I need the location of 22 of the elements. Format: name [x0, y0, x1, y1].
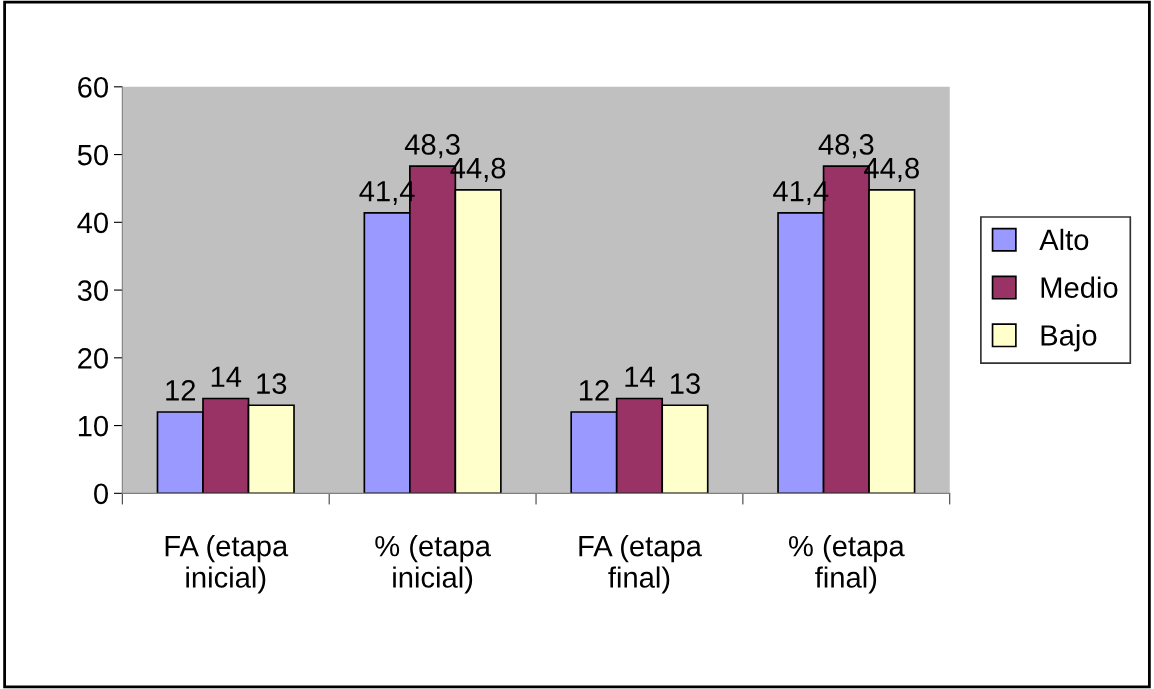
data-label: 14: [211, 366, 242, 387]
legend-label: Bajo: [1041, 324, 1097, 352]
x-tick-label: FA (etapa final): [579, 534, 702, 594]
legend-label: Alto: [1039, 228, 1089, 251]
y-tick-label: 10: [78, 415, 108, 437]
x-tick-label: % (etapa inicial): [375, 534, 491, 594]
x-tick-label: FA (etapa inicial): [165, 534, 289, 594]
y-tick-label: 60: [78, 77, 108, 98]
data-label: 12: [166, 380, 195, 401]
data-label: 14: [625, 366, 655, 387]
data-label: 48,3: [404, 134, 460, 159]
y-tick-label: 40: [77, 212, 108, 234]
data-label: 12: [579, 380, 609, 401]
data-label: 48,3: [818, 134, 874, 159]
y-tick-label: 30: [77, 280, 108, 301]
legend-label: Medio: [1041, 276, 1118, 298]
x-tick-label: % (etapa final): [788, 534, 905, 594]
y-tick-label: 0: [94, 483, 108, 505]
y-tick-label: 50: [77, 144, 108, 166]
data-label: 13: [670, 373, 700, 394]
y-tick-label: 20: [78, 348, 108, 369]
data-label: 13: [257, 373, 287, 394]
